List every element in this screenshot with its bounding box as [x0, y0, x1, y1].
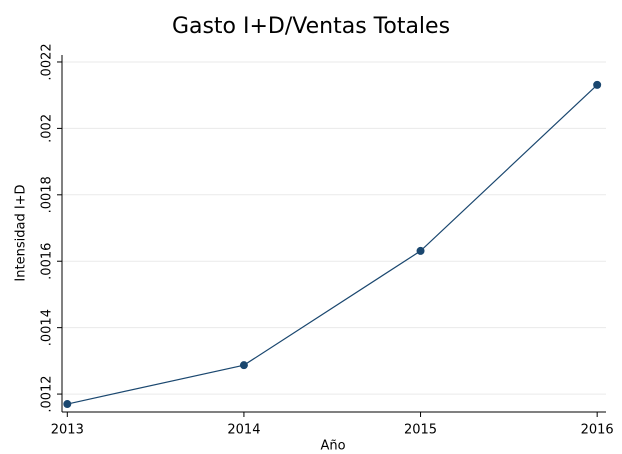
y-tick-label: .0018: [40, 176, 55, 213]
y-tick-label: .0022: [40, 43, 55, 80]
x-tick-label: 2014: [227, 423, 260, 438]
data-point: [416, 246, 425, 255]
x-tick-label: 2013: [51, 423, 84, 438]
y-tick-label: .0016: [40, 243, 55, 280]
y-tick-label: .0012: [40, 375, 55, 412]
y-tick-label: .0014: [40, 309, 55, 346]
y-tick-label: .002: [40, 114, 55, 143]
x-tick-label: 2015: [404, 423, 437, 438]
chart-title: Gasto I+D/Ventas Totales: [172, 14, 450, 39]
x-axis-label: Año: [320, 439, 345, 454]
data-point: [593, 80, 602, 89]
data-point: [239, 361, 248, 370]
data-point: [63, 400, 72, 409]
y-axis-label: Intensidad I+D: [14, 184, 29, 281]
x-tick-label: 2016: [581, 423, 614, 438]
data-line: [67, 84, 598, 405]
